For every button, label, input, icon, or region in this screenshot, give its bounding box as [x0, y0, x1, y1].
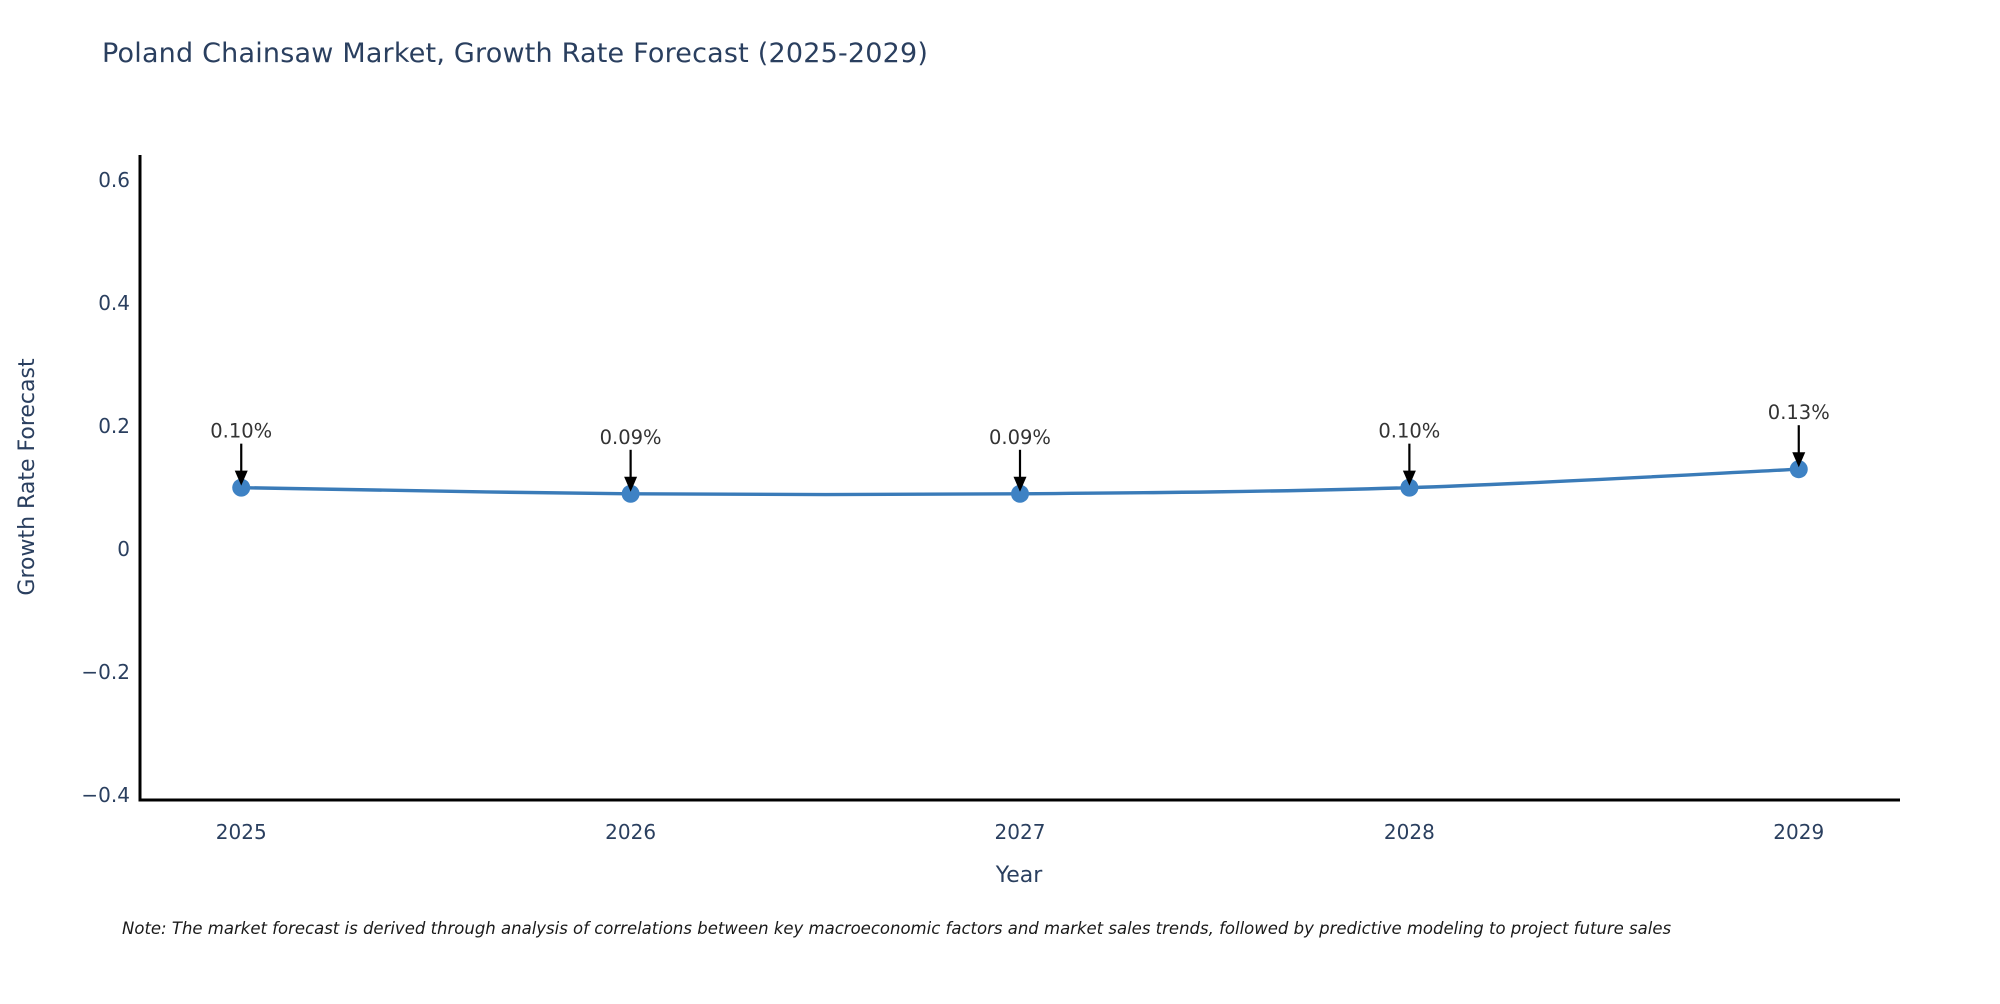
point-annotation-label: 0.10%: [1378, 420, 1440, 443]
point-annotation-label: 0.09%: [989, 426, 1051, 449]
x-tick-label: 2028: [1384, 820, 1435, 844]
y-axis-title: Growth Rate Forecast: [15, 358, 40, 596]
point-annotation-label: 0.09%: [600, 426, 662, 449]
footnote: Note: The market forecast is derived thr…: [122, 919, 1672, 938]
chart-title: Poland Chainsaw Market, Growth Rate Fore…: [102, 38, 929, 69]
point-annotations: 0.10% 0.09% 0.09% 0.10% 0.13%: [210, 401, 1830, 492]
x-tick-label: 2027: [995, 820, 1046, 844]
data-point-marker[interactable]: [1011, 484, 1029, 503]
data-point-marker[interactable]: [621, 484, 640, 503]
y-tick-label: 0: [117, 537, 130, 561]
annotation-arrowhead-icon: [624, 476, 638, 492]
axes: [138, 155, 1900, 802]
data-point-marker[interactable]: [1789, 460, 1808, 479]
annotation-arrowhead-icon: [1792, 452, 1806, 468]
point-annotation-label: 0.10%: [210, 420, 272, 443]
data-point-marker[interactable]: [1400, 478, 1419, 497]
x-axis-title: Year: [995, 863, 1044, 888]
tick-labels: 0.6 0.4 0.2 0 −0.2 −0.4 2025 2026 2027 2028 2029: [81, 168, 1824, 844]
annotation-arrowhead-icon: [1013, 476, 1027, 492]
y-tick-label: 0.6: [98, 168, 130, 192]
point-annotation-label: 0.13%: [1768, 401, 1830, 424]
line-series: [232, 460, 1808, 503]
annotation-arrowhead-icon: [234, 470, 248, 486]
x-tick-label: 2025: [216, 820, 267, 844]
annotation-arrowhead-icon: [1402, 470, 1416, 486]
y-tick-label: −0.2: [81, 660, 130, 684]
y-tick-label: 0.4: [98, 291, 130, 315]
y-tick-label: −0.4: [81, 783, 130, 807]
x-tick-label: 2026: [605, 820, 656, 844]
x-tick-label: 2029: [1773, 820, 1824, 844]
data-point-marker[interactable]: [232, 478, 251, 497]
y-tick-label: 0.2: [98, 414, 130, 438]
